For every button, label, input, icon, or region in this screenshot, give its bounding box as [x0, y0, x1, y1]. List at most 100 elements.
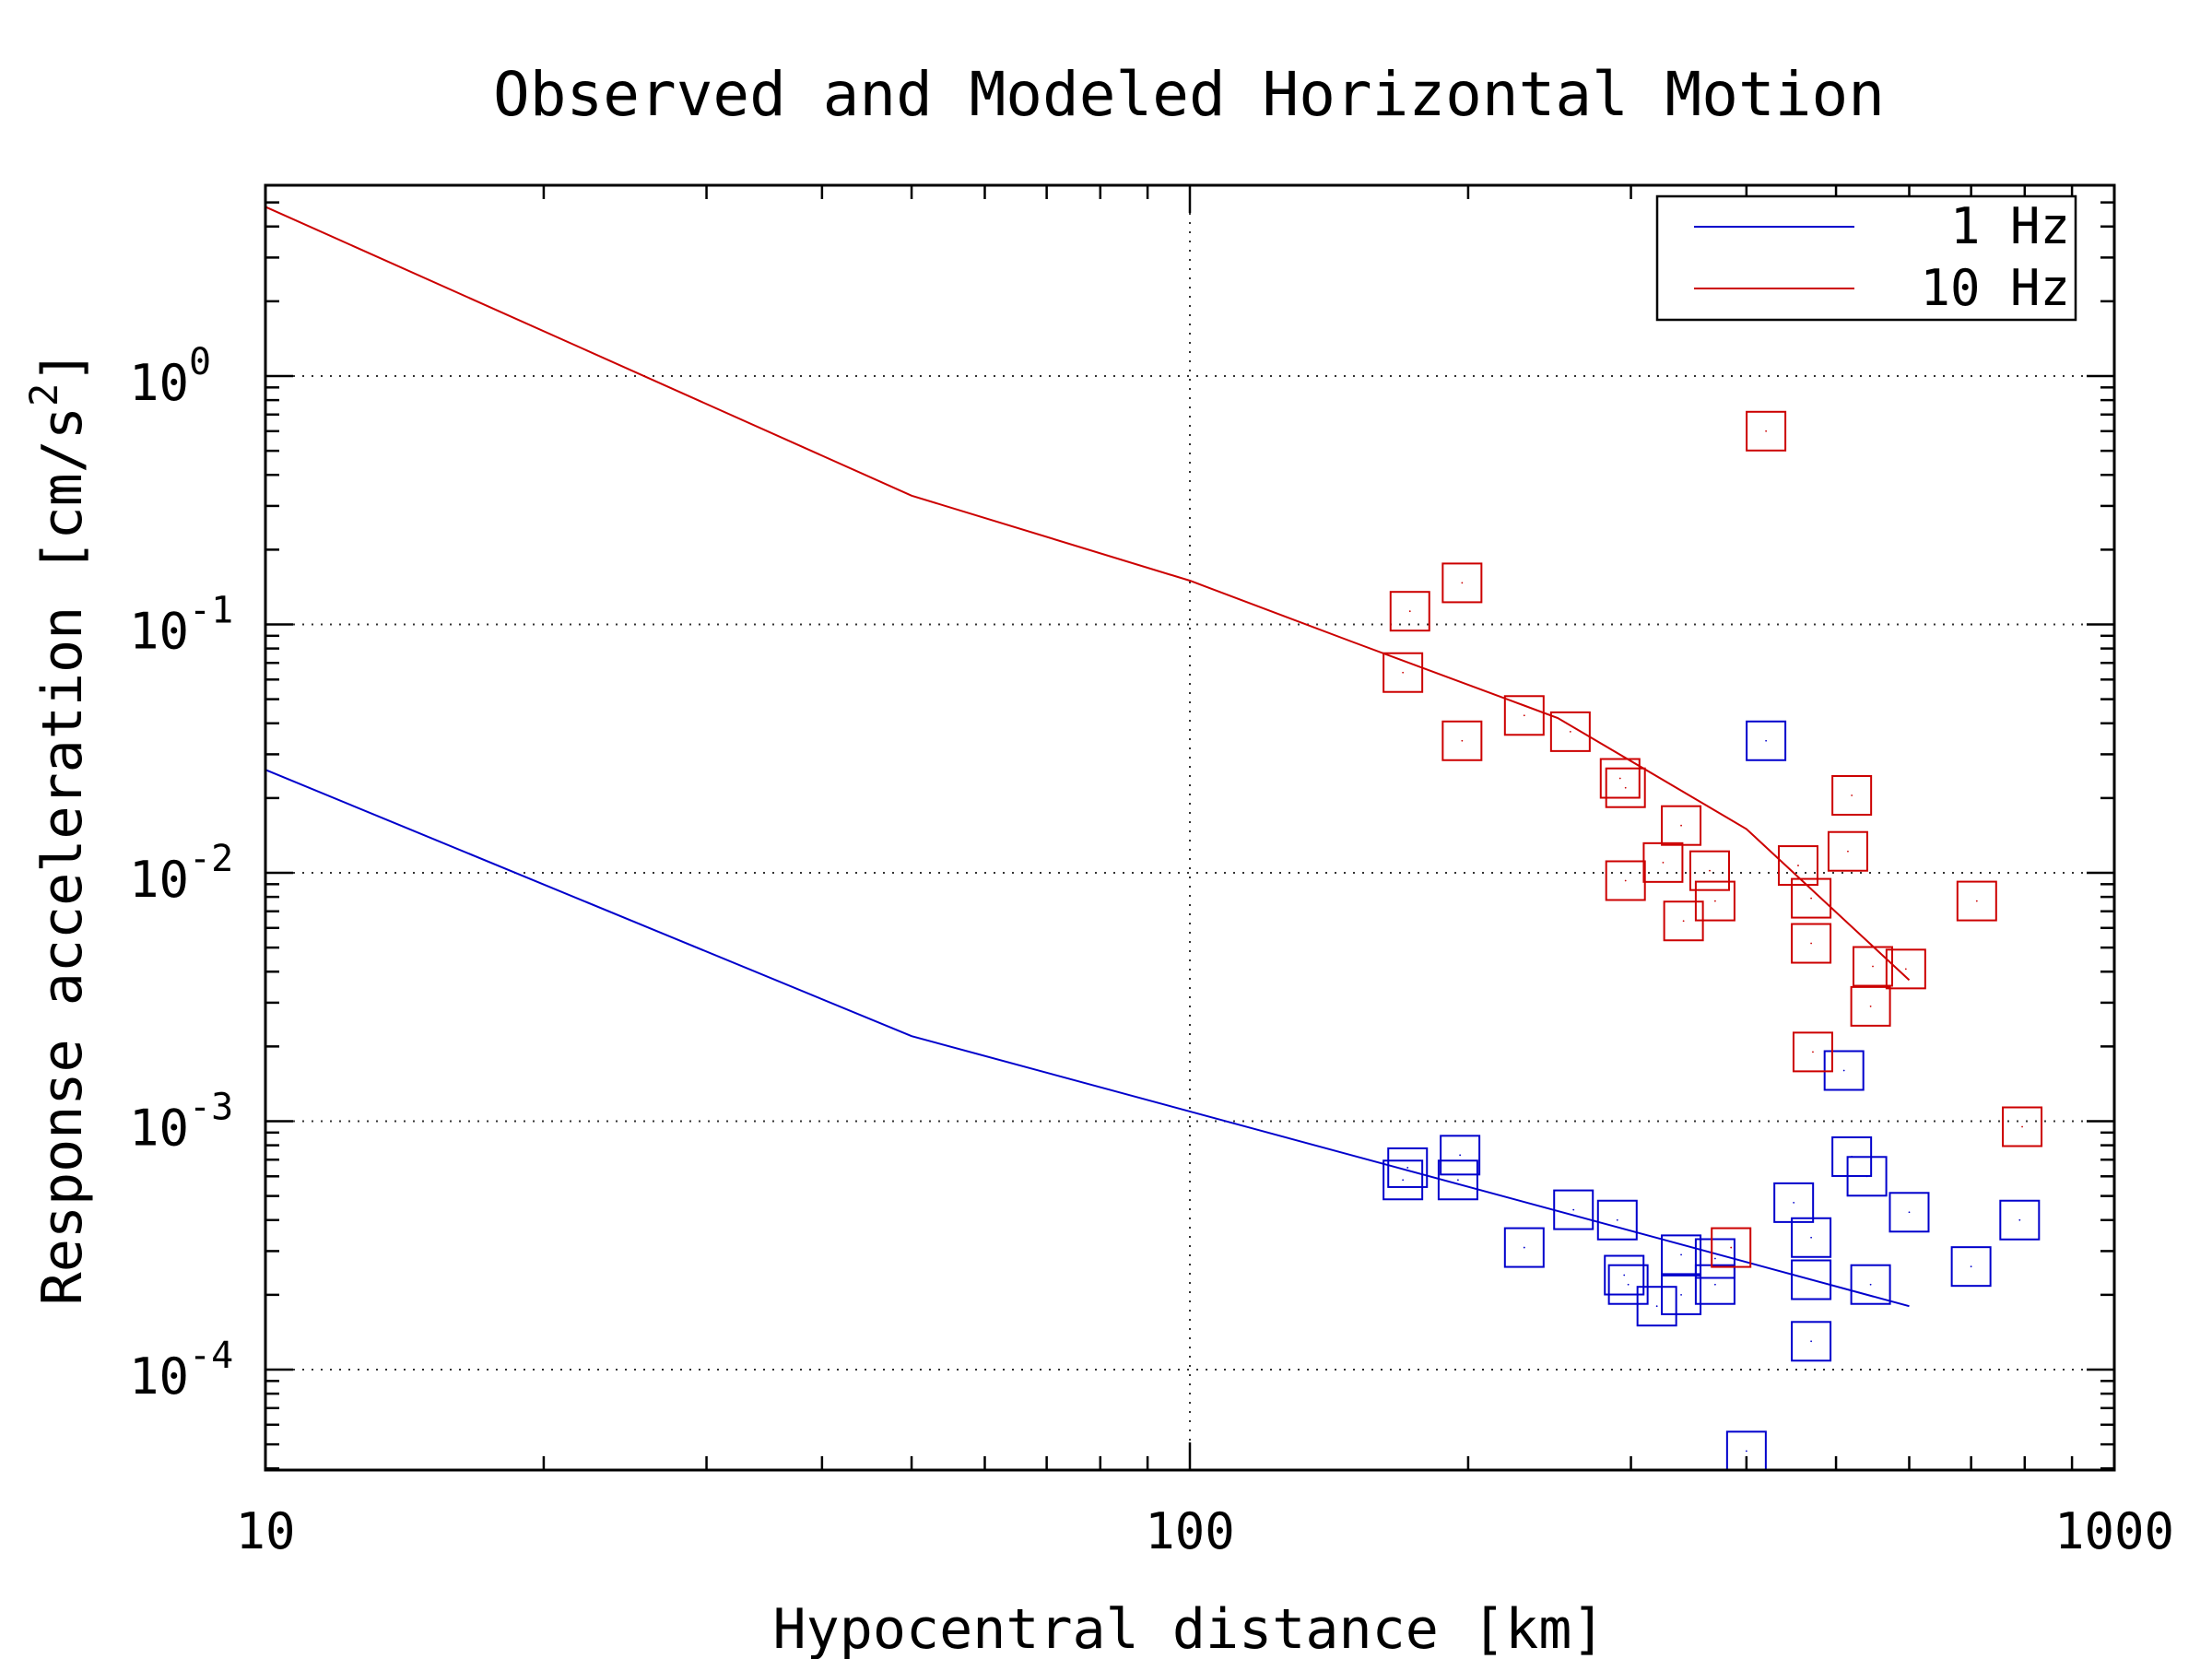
observed-point	[1773, 1182, 1815, 1223]
observed-point-center	[1402, 1179, 1405, 1182]
observed-point-center	[1745, 1450, 1747, 1453]
observed-point-center	[1865, 1175, 1868, 1178]
plot-frame	[264, 183, 2116, 1472]
y-tick-label-exponent: -4	[189, 1335, 233, 1377]
observed-point-center	[1680, 824, 1682, 827]
observed-point-center	[1523, 1246, 1525, 1249]
legend: 1 Hz 10 Hz	[1655, 194, 2077, 322]
y-tick-label-base: 10	[129, 851, 189, 909]
observed-point-center	[1810, 1236, 1813, 1239]
observed-point-center	[1872, 965, 1874, 968]
observed-point	[1694, 1264, 1735, 1305]
y-tick-label-base: 10	[129, 603, 189, 661]
x-tick-label: 100	[1145, 1502, 1235, 1560]
observed-point	[1605, 767, 1646, 808]
y-tick-label-base: 10	[129, 1347, 189, 1406]
y-tick-label-base: 10	[129, 354, 189, 412]
observed-point	[1694, 880, 1735, 922]
observed-point-center	[1572, 1208, 1575, 1211]
observed-point	[1888, 1192, 1930, 1233]
observed-point	[1549, 711, 1591, 752]
observed-point-center	[1765, 429, 1768, 432]
observed-point-center	[1810, 897, 1813, 900]
observed-point	[1596, 1199, 1638, 1241]
observed-point-center	[1623, 1274, 1626, 1277]
y-axis-label-text: Response acceleration [cm/s	[30, 406, 95, 1305]
observed-point	[1746, 410, 1787, 452]
y-axis-label: Response acceleration [cm/s2]	[21, 350, 95, 1306]
observed-point-center	[1523, 714, 1525, 717]
observed-point-center	[1627, 1283, 1630, 1286]
observed-point-center	[1975, 900, 1978, 902]
observed-point-center	[1461, 739, 1464, 742]
observed-point	[1382, 1159, 1424, 1201]
observed-point	[1437, 1159, 1478, 1201]
observed-point	[2002, 1106, 2043, 1147]
observed-point	[1599, 758, 1641, 799]
x-tick-label: 10	[235, 1502, 295, 1560]
observed-point-center	[1730, 1246, 1733, 1249]
observed-point-center	[1459, 1154, 1462, 1157]
observed-point-center	[1624, 879, 1627, 882]
observed-point-center	[1847, 850, 1849, 853]
y-tick-label-exponent: -1	[189, 590, 233, 632]
observed-point	[1389, 591, 1430, 632]
observed-point	[1694, 1238, 1735, 1279]
observed-point	[1503, 695, 1545, 736]
observed-point	[1688, 850, 1730, 891]
observed-point-center	[1662, 861, 1665, 864]
observed-point	[1852, 946, 1893, 987]
observed-point	[1661, 805, 1702, 846]
x-tick-label: 1000	[2054, 1502, 2174, 1560]
observed-point-center	[1680, 1293, 1682, 1296]
observed-point-center	[1793, 1201, 1795, 1204]
observed-point-center	[1714, 1257, 1716, 1260]
y-tick-label: 10-1	[129, 590, 233, 661]
observed-point	[1885, 948, 1926, 990]
observed-point-center	[1714, 900, 1716, 902]
y-tick-label: 10-4	[129, 1335, 233, 1406]
observed-point-center	[1406, 1167, 1409, 1169]
observed-point	[1791, 1217, 1832, 1258]
observed-point-center	[1616, 1218, 1618, 1221]
grid	[265, 185, 2114, 1470]
observed-point-center	[1851, 794, 1853, 796]
observed-point	[1607, 1264, 1649, 1305]
observed-point	[1777, 845, 1818, 887]
observed-point	[1382, 652, 1424, 693]
observed-point	[1850, 1264, 1891, 1305]
observed-point	[1553, 1189, 1594, 1230]
observed-point	[1604, 1254, 1645, 1296]
model-line	[265, 769, 1910, 1308]
y-tick-label-base: 10	[129, 1100, 189, 1158]
observed-point	[1827, 830, 1868, 872]
observed-point	[1636, 1286, 1677, 1327]
observed-point-center	[1797, 865, 1799, 866]
observed-point-center	[1461, 582, 1464, 584]
observed-point	[1791, 877, 1832, 919]
observed-point	[1792, 1031, 1833, 1073]
observed-point-center	[1624, 786, 1627, 789]
observed-point	[1999, 1199, 2041, 1241]
observed-point-center	[1904, 968, 1907, 971]
observed-point-center	[1682, 920, 1685, 923]
y-tick-label-exponent: -2	[189, 838, 233, 880]
observed-point-center	[2021, 1125, 2023, 1128]
observed-point-center	[1810, 1340, 1813, 1343]
observed-point-center	[1569, 730, 1571, 733]
observed-point	[1956, 880, 1997, 922]
observed-point	[1642, 841, 1684, 883]
y-tick-label: 10-3	[129, 1087, 233, 1158]
chart-title: Observed and Modeled Horizontal Motion	[493, 59, 1885, 130]
y-axis-label-close: ]	[30, 350, 95, 383]
observed-point-center	[1869, 1283, 1872, 1286]
observed-point-center	[1655, 1305, 1658, 1308]
observed-point	[1831, 774, 1873, 816]
y-tick-label: 10-2	[129, 838, 233, 909]
legend-label-1hz: 1 Hz	[1950, 197, 2070, 255]
observed-point	[1605, 860, 1646, 901]
series-1	[265, 206, 2043, 1268]
observed-point-center	[1810, 942, 1813, 945]
legend-label-10hz: 10 Hz	[1920, 259, 2070, 317]
